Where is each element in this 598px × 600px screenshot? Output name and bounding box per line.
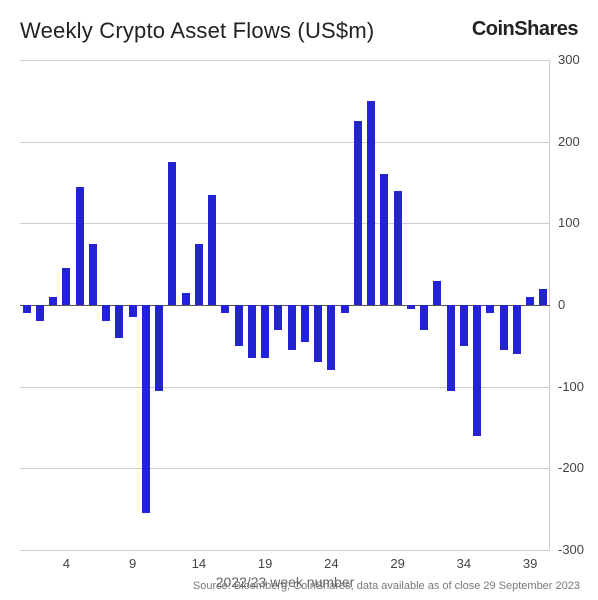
bar [195,244,203,305]
x-tick-label: 24 [324,556,338,571]
y-tick-label: -100 [558,379,584,394]
bar [407,305,415,309]
bar [314,305,322,362]
x-tick-label: 4 [63,556,70,571]
bar [208,195,216,305]
y-tick-label: -300 [558,542,584,557]
bar [420,305,428,330]
grid-line [20,468,550,469]
chart-title: Weekly Crypto Asset Flows (US$m) [20,18,374,44]
grid-line [20,305,550,306]
bar [473,305,481,436]
chart-container: Weekly Crypto Asset Flows (US$m) CoinSha… [0,0,598,600]
bar [433,281,441,306]
bar [327,305,335,370]
bar [129,305,137,317]
plot-area: -300-200-1000100200300491419242934392022… [20,60,550,550]
bar [235,305,243,346]
bar [248,305,256,358]
x-tick-label: 39 [523,556,537,571]
bar [500,305,508,350]
grid-line [20,142,550,143]
bar [447,305,455,391]
bar [526,297,534,305]
x-tick-label: 14 [192,556,206,571]
bar [23,305,31,313]
bar [168,162,176,305]
bar [274,305,282,330]
y-tick-label: -200 [558,460,584,475]
bar [367,101,375,305]
bar [102,305,110,321]
x-tick-label: 34 [457,556,471,571]
grid-line [20,550,550,551]
bar [341,305,349,313]
brand-logo: CoinShares [472,18,578,41]
bar [36,305,44,321]
y-tick-label: 200 [558,134,580,149]
y-tick-label: 300 [558,52,580,67]
bar [301,305,309,342]
bar [539,289,547,305]
grid-line [20,223,550,224]
grid-line [20,60,550,61]
y-tick-label: 0 [558,297,565,312]
grid-line [20,387,550,388]
bar [62,268,70,305]
bar [354,121,362,305]
bar [288,305,296,350]
bar [142,305,150,513]
bar [394,191,402,305]
bar [49,297,57,305]
bar [115,305,123,338]
bar [380,174,388,305]
bar [261,305,269,358]
bar [460,305,468,346]
x-tick-label: 19 [258,556,272,571]
bar [221,305,229,313]
bar [76,187,84,305]
source-text: Source: Bloomberg, CoinShares, data avai… [193,580,580,592]
bar [182,293,190,305]
x-tick-label: 29 [390,556,404,571]
bar [89,244,97,305]
y-tick-label: 100 [558,215,580,230]
x-tick-label: 9 [129,556,136,571]
bar [486,305,494,313]
bar [513,305,521,354]
bar [155,305,163,391]
